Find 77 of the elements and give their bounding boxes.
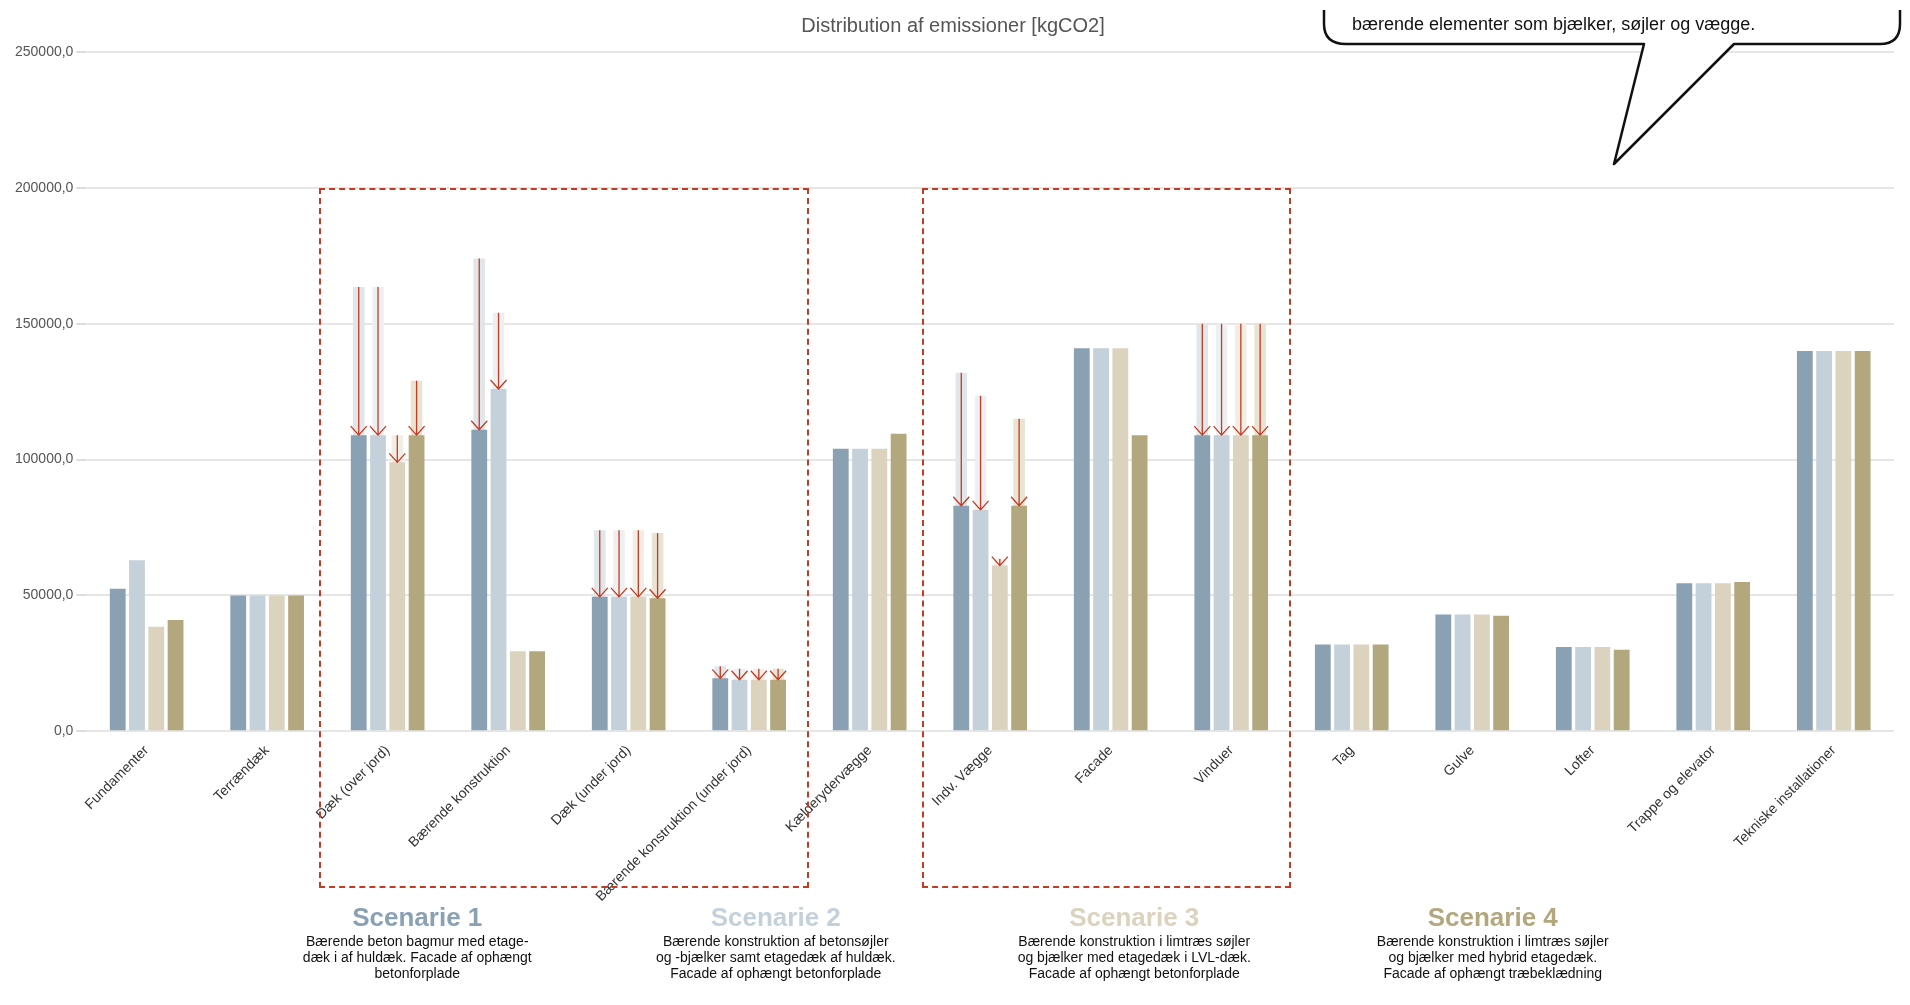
bar [712,678,729,731]
bar [408,435,425,731]
bar [350,435,367,731]
text: Scenarie 3 [1068,902,1201,933]
bar [167,619,184,731]
bar [871,448,888,731]
chart-title: Distribution af emissioner [kgCO2] [801,13,1105,36]
bar [1232,435,1249,731]
bar [268,595,285,731]
text: Scenarie 2 [709,902,842,933]
bar [230,595,247,731]
text: Bærende konstruktion af betonsøjler og -bjælker samt etagedæk af huldæk. Facade af ophængt betonforplade [654,933,897,981]
bar [1112,348,1129,731]
bar [1575,647,1591,731]
bar [770,679,787,731]
bar [953,505,970,731]
bar [1676,583,1693,731]
y-tick-label: 250000,0 [14,42,74,59]
bar [972,509,989,731]
y-tick-label: 100000,0 [14,450,74,467]
bar [1555,647,1572,731]
bar [249,595,266,731]
bar [1194,435,1211,731]
bar [148,626,165,731]
speech-bubble: bærende elementer som bjælker, søjler og vægge. [1322,8,1902,168]
bar [288,595,304,731]
bar [1093,348,1109,731]
bar [1796,350,1813,731]
bar [1435,614,1452,731]
bar [852,448,868,731]
bar [1353,644,1370,731]
bar [1473,614,1490,731]
bar [1252,435,1269,731]
bar [1073,348,1090,731]
bar [750,679,767,731]
bar [832,448,849,731]
bar [529,651,545,731]
bar [1011,505,1028,731]
bar [370,435,386,731]
y-tick-label: 50000,0 [22,586,74,603]
bar [1816,350,1833,731]
bar [1314,644,1331,731]
bar [1334,644,1350,731]
bar [1835,350,1852,731]
bar [1613,649,1630,731]
text: Scenarie 4 [1426,902,1559,933]
y-tick-label: 150000,0 [14,314,74,331]
bar [991,565,1008,731]
bar [1594,647,1611,731]
bar [890,433,907,731]
bar [731,679,748,731]
bar [1695,583,1712,731]
x-tick-label: Tag [1329,741,1357,770]
y-tick-label: 200000,0 [14,178,74,195]
bar [1213,435,1230,731]
bar [611,596,627,731]
text: Bærende konstruktion i limtræs søjler og bjælker med hybrid etagedæk. Facade af ophængt træbeklædning [1375,933,1610,981]
bar [389,462,406,731]
text: Bærende beton bagmur med etage- dæk i af huldæk. Facade af ophængt betonforplade [301,933,533,981]
bar [649,598,666,731]
bar [129,560,145,731]
text: Scenarie 1 [351,902,484,933]
bar [630,596,647,731]
bar [1734,581,1751,731]
bar [1454,614,1471,731]
bar [1372,644,1389,731]
bar [1131,435,1148,731]
text: Bærende konstruktion i limtræs søjler og bjælker med etagedæk i LVL-dæk. Facade af ophængt betonforplade [1016,933,1252,981]
bar [1493,615,1510,731]
bar [591,596,608,731]
bar [109,588,126,731]
bar [490,388,507,731]
bar [1854,350,1871,731]
bar [509,651,526,731]
bar [1714,583,1731,731]
y-tick-label: 0,0 [53,722,74,739]
bar [471,429,488,731]
